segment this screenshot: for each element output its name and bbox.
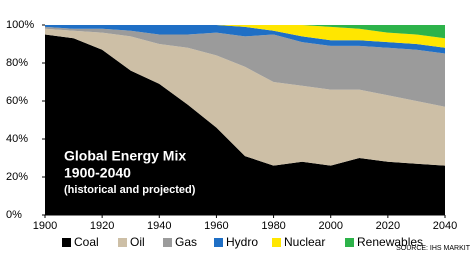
y-tick-label: 80%: [6, 57, 28, 69]
legend-label: Oil: [130, 235, 145, 249]
legend-label: Coal: [74, 235, 99, 249]
chart-subtitle: 1900-2040: [64, 165, 131, 181]
legend-swatch: [214, 238, 223, 247]
y-tick-label: 20%: [6, 171, 28, 183]
legend-label: Gas: [175, 235, 197, 249]
legend-swatch: [272, 238, 281, 247]
area: [45, 25, 445, 54]
legend-swatch: [118, 238, 127, 247]
y-tick-label: 0%: [6, 209, 22, 221]
legend-swatch: [62, 238, 71, 247]
y-tick-label: 40%: [6, 133, 28, 145]
legend-swatch: [345, 238, 354, 247]
y-tick-label: 100%: [6, 19, 34, 31]
x-tick-label: 1980: [261, 220, 285, 232]
legend-label: Nuclear: [284, 235, 325, 249]
x-tick-label: 2020: [376, 220, 400, 232]
legend-swatch: [163, 238, 172, 247]
plot-area: [45, 25, 445, 215]
x-tick-label: 2000: [318, 220, 342, 232]
chart-title: Global Energy Mix: [64, 148, 186, 164]
x-tick-label: 1900: [33, 220, 57, 232]
x-tick-label: 2040: [433, 220, 457, 232]
annotation: (historical and projected): [64, 184, 196, 196]
x-tick-label: 1960: [204, 220, 228, 232]
area: [45, 26, 445, 107]
legend-label: Hydro: [226, 235, 258, 249]
x-tick-label: 1940: [147, 220, 171, 232]
area: [45, 28, 445, 166]
x-tick-label: 1920: [90, 220, 114, 232]
source: SOURCE: IHS MARKIT: [396, 245, 471, 252]
area: [45, 34, 445, 215]
legend-label: Renewables: [357, 235, 423, 249]
area: [45, 25, 445, 48]
area: [45, 25, 445, 39]
y-tick-label: 60%: [6, 95, 28, 107]
